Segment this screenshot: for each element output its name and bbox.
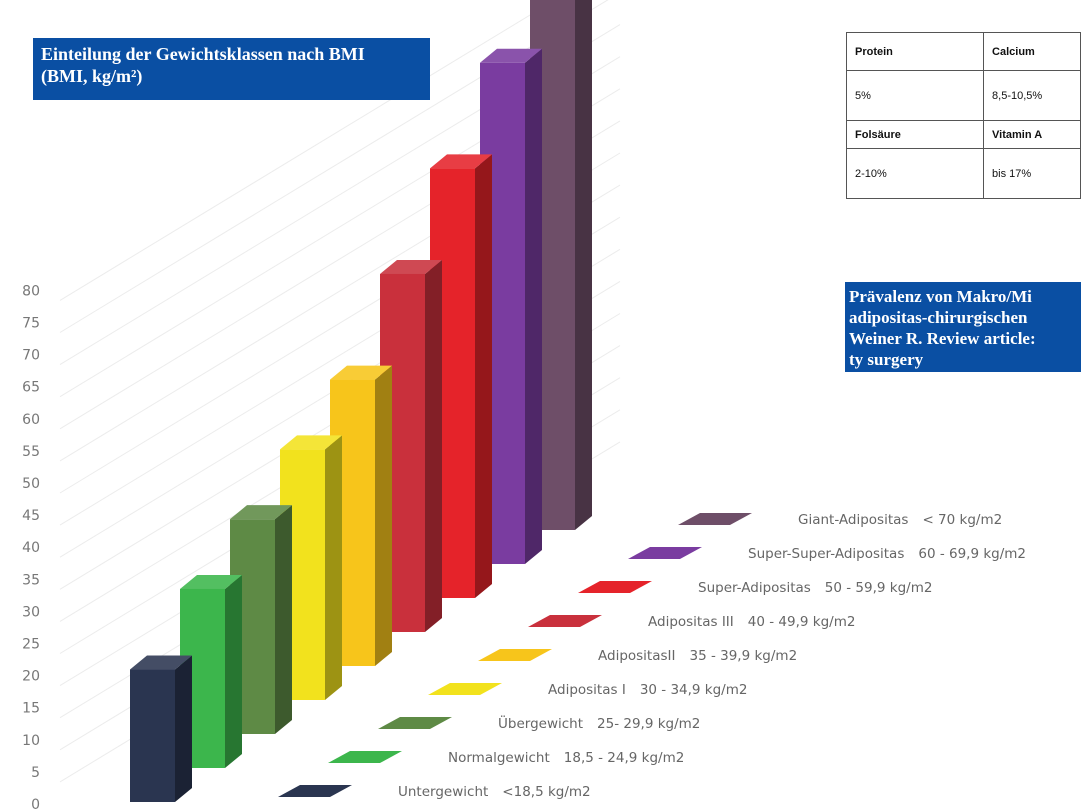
- y-tick-label: 30: [22, 604, 40, 620]
- bar-top: [280, 435, 342, 450]
- y-tick-label: 0: [31, 797, 40, 811]
- floor-marker: [478, 649, 552, 661]
- category-label: Normalgewicht 18,5 - 24,9 kg/m2: [448, 750, 684, 766]
- bar-side: [575, 0, 592, 530]
- bar-front: [130, 669, 175, 802]
- floor-marker: [578, 581, 652, 593]
- bar-side: [425, 259, 442, 632]
- floor-marker: [378, 717, 452, 729]
- bar-top: [230, 505, 292, 520]
- table-cell: 5%: [845, 70, 985, 121]
- table-cell: Folsäure: [845, 120, 985, 149]
- bar-side: [225, 574, 242, 768]
- y-tick-label: 60: [22, 412, 40, 428]
- floor-marker: [528, 615, 602, 627]
- floor-marker: [428, 683, 502, 695]
- table-row: Protein Calcium: [845, 32, 1081, 71]
- y-tick-label: 35: [22, 572, 40, 588]
- bar-side: [275, 505, 292, 734]
- category-labels: Untergewicht <18,5 kg/m2 Normalgewicht 18,5…: [398, 512, 1026, 800]
- floor-marker: [678, 513, 752, 525]
- caption-line: ty surgery: [849, 350, 924, 369]
- gridline: [59, 0, 556, 301]
- caption-line: Weiner R. Review article:: [849, 329, 1036, 348]
- bar-top: [130, 655, 192, 670]
- bar-top: [330, 365, 392, 380]
- y-tick-label: 5: [31, 765, 40, 781]
- table-row: 2-10% bis 17%: [845, 148, 1081, 199]
- bar-top: [380, 259, 442, 274]
- y-tick-label: 15: [22, 701, 40, 717]
- bar-top: [430, 154, 492, 169]
- bar-side: [375, 365, 392, 666]
- category-label: Adipositas III 40 - 49,9 kg/m2: [648, 614, 855, 630]
- floor-marker: [628, 547, 702, 559]
- nutrient-table: Protein Calcium 5% 8,5-10,5% Folsäure Vi…: [845, 32, 1081, 199]
- source-caption-box: Prävalenz von Makro/Mi adipositas-chirur…: [845, 282, 1081, 372]
- table-cell: 2-10%: [845, 148, 985, 199]
- y-tick-label: 75: [22, 316, 40, 332]
- category-label: Giant-Adipositas < 70 kg/m2: [798, 512, 1002, 528]
- bar-side: [175, 655, 192, 802]
- y-tick-label: 40: [22, 540, 40, 556]
- y-tick-label: 55: [22, 444, 40, 460]
- chart-subtitle: (BMI, kg/m²): [41, 66, 143, 86]
- table-cell: bis 17%: [983, 148, 1081, 199]
- y-tick-label: 80: [22, 283, 40, 299]
- category-label: Untergewicht <18,5 kg/m2: [398, 784, 591, 800]
- bar-top: [180, 574, 242, 589]
- table-row: 5% 8,5-10,5%: [845, 70, 1081, 121]
- category-label: Adipositas I 30 - 34,9 kg/m2: [548, 682, 747, 698]
- y-tick-label: 20: [22, 669, 40, 685]
- y-axis-ticks: 0 5 10 15 20 25 30 35 40 45 50 55 60 65 70 75 80: [22, 283, 40, 811]
- caption-line: Prävalenz von Makro/Mi: [849, 287, 1032, 306]
- bar-side: [325, 435, 342, 700]
- floor-marker: [278, 785, 352, 797]
- y-tick-label: 10: [22, 733, 40, 749]
- bar-side: [475, 154, 492, 599]
- table-cell: 8,5-10,5%: [983, 70, 1081, 121]
- y-tick-label: 50: [22, 476, 40, 492]
- y-tick-label: 70: [22, 348, 40, 364]
- floor-marker: [328, 751, 402, 763]
- y-tick-label: 65: [22, 380, 40, 396]
- chart-title-box: Einteilung der Gewichtsklassen nach BMI …: [33, 38, 430, 100]
- category-label: Super-Adipositas 50 - 59,9 kg/m2: [698, 580, 932, 596]
- bar-top: [480, 48, 542, 63]
- category-label: AdipositasII 35 - 39,9 kg/m2: [598, 648, 797, 664]
- table-cell: Calcium: [983, 32, 1081, 71]
- category-label: Übergewicht 25- 29,9 kg/m2: [498, 714, 700, 732]
- bar: [130, 655, 192, 802]
- caption-line: adipositas-chirurgischen: [849, 308, 1028, 327]
- category-label: Super-Super-Adipositas 60 - 69,9 kg/m2: [748, 546, 1026, 562]
- chart-title: Einteilung der Gewichtsklassen nach BMI: [41, 44, 365, 64]
- table-cell: Vitamin A: [983, 120, 1081, 149]
- bar-side: [525, 48, 542, 564]
- bars: [130, 0, 592, 802]
- table-row: Folsäure Vitamin A: [845, 120, 1081, 149]
- y-tick-label: 25: [22, 637, 40, 653]
- floor-markers: [278, 513, 752, 797]
- y-tick-label: 45: [22, 508, 40, 524]
- table-cell: Protein: [845, 32, 985, 71]
